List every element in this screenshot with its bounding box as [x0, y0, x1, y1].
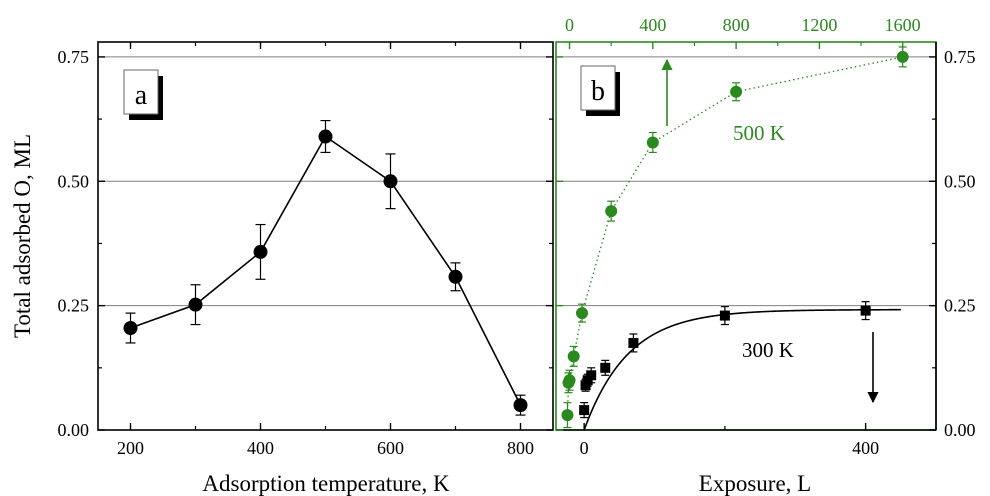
- series-500k-point: [605, 205, 618, 218]
- panel-a-x-axis-title: Adsorption temperature, K: [202, 471, 450, 496]
- series-300k-point: [600, 362, 611, 373]
- panel-b-x-axis-title: Exposure, L: [699, 471, 811, 496]
- series-500k-point: [730, 85, 743, 98]
- panel-a-y-tick-label: 0.25: [58, 296, 90, 316]
- panel-b: 0.00 0.25 0.50 0.75 0 400 0 400 800 1200 1600 b 50…: [555, 15, 976, 496]
- panel-a-frame: [97, 41, 554, 431]
- series-300k-point: [860, 305, 871, 316]
- series-500k-point: [646, 136, 659, 149]
- panel-b-plot: [561, 46, 909, 431]
- panel-b-y-tick-label: 0.25: [944, 296, 976, 316]
- panel-a-letter: a: [135, 80, 148, 111]
- panel-a-ticks: 0.00 0.25 0.50 0.75 200 400 600 800: [58, 42, 553, 458]
- panel-b-letter: b: [591, 76, 605, 107]
- panel-a-data-point: [188, 297, 203, 312]
- panel-a-series-line: [130, 135, 522, 406]
- panel-a-x-tick-label: 400: [247, 438, 274, 458]
- panel-a: 0.00 0.25 0.50 0.75 200 400 600 800 a Adsorptio…: [10, 41, 554, 496]
- panel-a-gridlines: [98, 56, 553, 307]
- panel-b-top-tick-label: 400: [639, 15, 666, 35]
- panel-b-top-tick-label: 1600: [885, 15, 921, 35]
- panel-a-x-tick-label: 800: [507, 438, 534, 458]
- panel-a-y-tick-label: 0.00: [58, 420, 90, 440]
- panel-a-data-point: [513, 398, 528, 413]
- panel-a-y-tick-label: 0.50: [58, 171, 90, 191]
- series-label-500k: 500 K: [733, 121, 785, 145]
- series-300k-point: [719, 310, 730, 321]
- panel-a-plot: [123, 119, 528, 416]
- panel-a-data-point: [448, 269, 463, 284]
- series-500k-point: [563, 374, 576, 387]
- panel-a-data-point: [253, 244, 268, 259]
- panel-b-y-tick-label: 0.00: [944, 420, 976, 440]
- series-300k-point: [579, 405, 590, 416]
- series-500k-point: [561, 409, 574, 422]
- y-axis-title: Total adsorbed O, ML: [10, 134, 35, 338]
- series-300k-point: [586, 370, 597, 381]
- series-300k-point: [628, 337, 639, 348]
- panel-b-gridlines: [556, 56, 936, 307]
- panel-b-top-tick-label: 0: [565, 15, 574, 35]
- panel-b-ticks: 0.00 0.25 0.50 0.75 0 400 0 400 800 1200 1600: [556, 15, 976, 458]
- panel-b-y-tick-label: 0.50: [944, 171, 976, 191]
- panel-b-top-tick-label: 800: [723, 15, 750, 35]
- series-300k-fit-curve: [583, 308, 901, 431]
- panel-a-x-tick-label: 600: [377, 438, 404, 458]
- panel-a-x-tick-label: 200: [117, 438, 144, 458]
- series-500k-point: [567, 350, 580, 363]
- panel-a-data-point: [383, 174, 398, 189]
- panel-b-y-tick-label: 0.75: [944, 47, 976, 67]
- panel-b-x-tick-label: 0: [580, 438, 589, 458]
- panel-b-letter-box: [580, 65, 616, 111]
- series-500k-point: [896, 50, 909, 63]
- panel-b-x-tick-label: 400: [852, 438, 879, 458]
- panel-a-data-point: [318, 129, 333, 144]
- panel-a-y-tick-label: 0.75: [58, 47, 90, 67]
- panel-a-letter-box: [123, 69, 159, 115]
- series-500k-point: [576, 307, 589, 320]
- series-label-300k: 300 K: [742, 338, 794, 362]
- panel-a-data-point: [123, 321, 138, 336]
- panel-b-top-tick-label: 1200: [801, 15, 837, 35]
